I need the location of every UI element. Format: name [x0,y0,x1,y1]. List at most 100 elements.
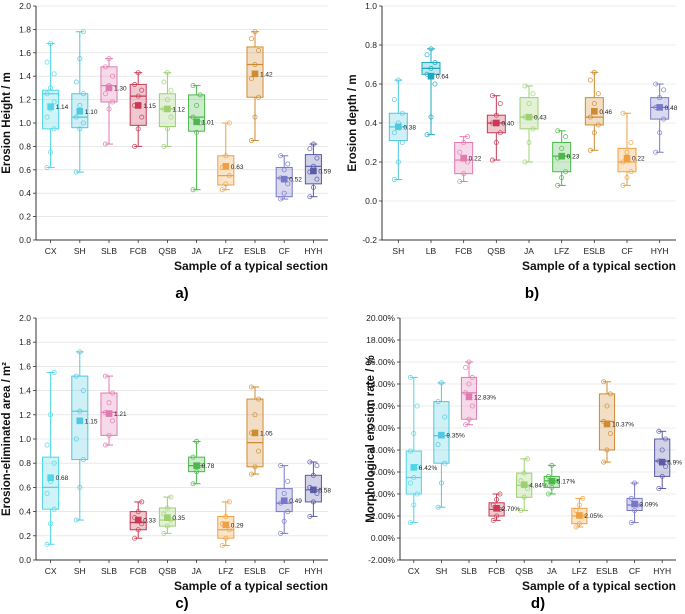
mean-label: 6.42% [419,465,438,472]
y-tick-label: 14.00% [366,379,395,389]
data-point [497,491,503,497]
mean-label: 0.43 [534,115,547,122]
data-point [457,178,463,184]
data-point [526,139,532,145]
mean-marker [427,72,435,80]
data-point [595,122,601,128]
mean-marker [520,481,528,489]
data-point [587,77,593,83]
x-tick-label: HYH [653,566,671,576]
x-tick-label: SH [435,566,447,576]
x-tick-label: LB [426,246,437,256]
mean-label: 1.05 [260,430,273,437]
data-point [489,157,495,163]
data-point [44,490,50,496]
mean-label: 2.70% [502,506,521,513]
data-point [285,161,291,167]
data-point [161,79,167,85]
data-point [252,114,258,120]
data-point [219,187,225,193]
data-point [653,149,659,155]
data-point [395,77,401,83]
y-tick-label: -0.2 [362,235,377,245]
data-point [139,114,145,120]
data-point [44,59,50,65]
y-tick-label: 0.4 [19,188,31,198]
data-point [278,530,284,536]
data-point [278,196,284,202]
box-cf: 3.09% [626,480,658,526]
data-point [73,79,79,85]
mean-marker [164,105,171,113]
mean-marker [658,458,666,466]
data-point [461,139,467,145]
data-point [526,101,532,107]
panel-label: b) [525,285,539,302]
data-point [190,481,196,487]
data-point [391,97,397,103]
box-lfz: 0.63 [217,120,244,193]
x-tick-label: LFZ [218,246,233,256]
data-point [469,374,475,380]
data-point [44,91,50,97]
mean-marker [222,521,230,529]
data-point [591,130,597,136]
data-point [248,138,254,144]
box-iqr [654,438,671,477]
data-point [432,60,438,66]
data-point [466,381,472,387]
box-iqr [188,94,206,132]
box-lfz: 0.23 [552,128,580,188]
data-point [80,29,86,35]
mean-marker [105,410,113,417]
mean-label: 0.59 [318,168,331,175]
chart-panel-1: 0.0 0.2 0.4 0.6 0.8 1.0 1.2 1.4 1.6 1.8 2.0 1.14 CX 1… [1,1,331,302]
box-sh: 0.38 [388,77,416,183]
x-tick-label: FCB [130,566,147,576]
data-point [628,169,634,175]
data-point [407,374,413,380]
box-lb: 0.64 [421,46,449,138]
y-tick-label: 1.2 [19,95,31,105]
data-point [194,129,200,135]
data-point [494,513,500,519]
data-point [656,428,662,434]
data-point [573,507,579,513]
data-point [223,181,229,187]
y-tick-label: 0.8 [365,40,377,50]
mean-marker [280,175,288,183]
y-tick-label: 10.00% [366,423,395,433]
data-point [102,373,108,379]
data-point [604,447,610,453]
data-point [73,436,79,442]
data-point [310,472,316,478]
mean-label: 2.05% [584,513,603,520]
x-tick-label: CX [45,566,57,576]
x-tick-label: SH [74,246,86,256]
y-axis-title: Morphological erosion rate / % [365,355,377,522]
x-axis-title: Sample of a typical section [174,579,328,593]
data-point [391,177,397,183]
mean-marker [164,514,171,521]
y-tick-label: 1.8 [19,24,31,34]
data-point [525,485,531,491]
data-point [223,535,229,541]
data-point [628,495,634,501]
data-point [493,139,499,145]
mean-label: 1.10 [85,109,98,116]
mean-marker [222,162,230,170]
data-point [438,480,444,486]
box-hyh: 0.59 [304,141,331,200]
box-iqr [100,66,118,103]
data-point [653,81,659,87]
data-point [73,169,79,175]
mean-marker [47,474,54,482]
mean-label: 0.29 [231,522,244,529]
mean-label: 0.49 [289,498,302,505]
x-tick-label: SLB [461,566,477,576]
mean-label: 12.83% [474,394,496,401]
x-tick-label: CF [279,566,290,576]
y-tick-label: 0.8 [19,141,31,151]
data-point [307,194,313,200]
y-axis-title: Erosion Height / m [1,72,13,174]
